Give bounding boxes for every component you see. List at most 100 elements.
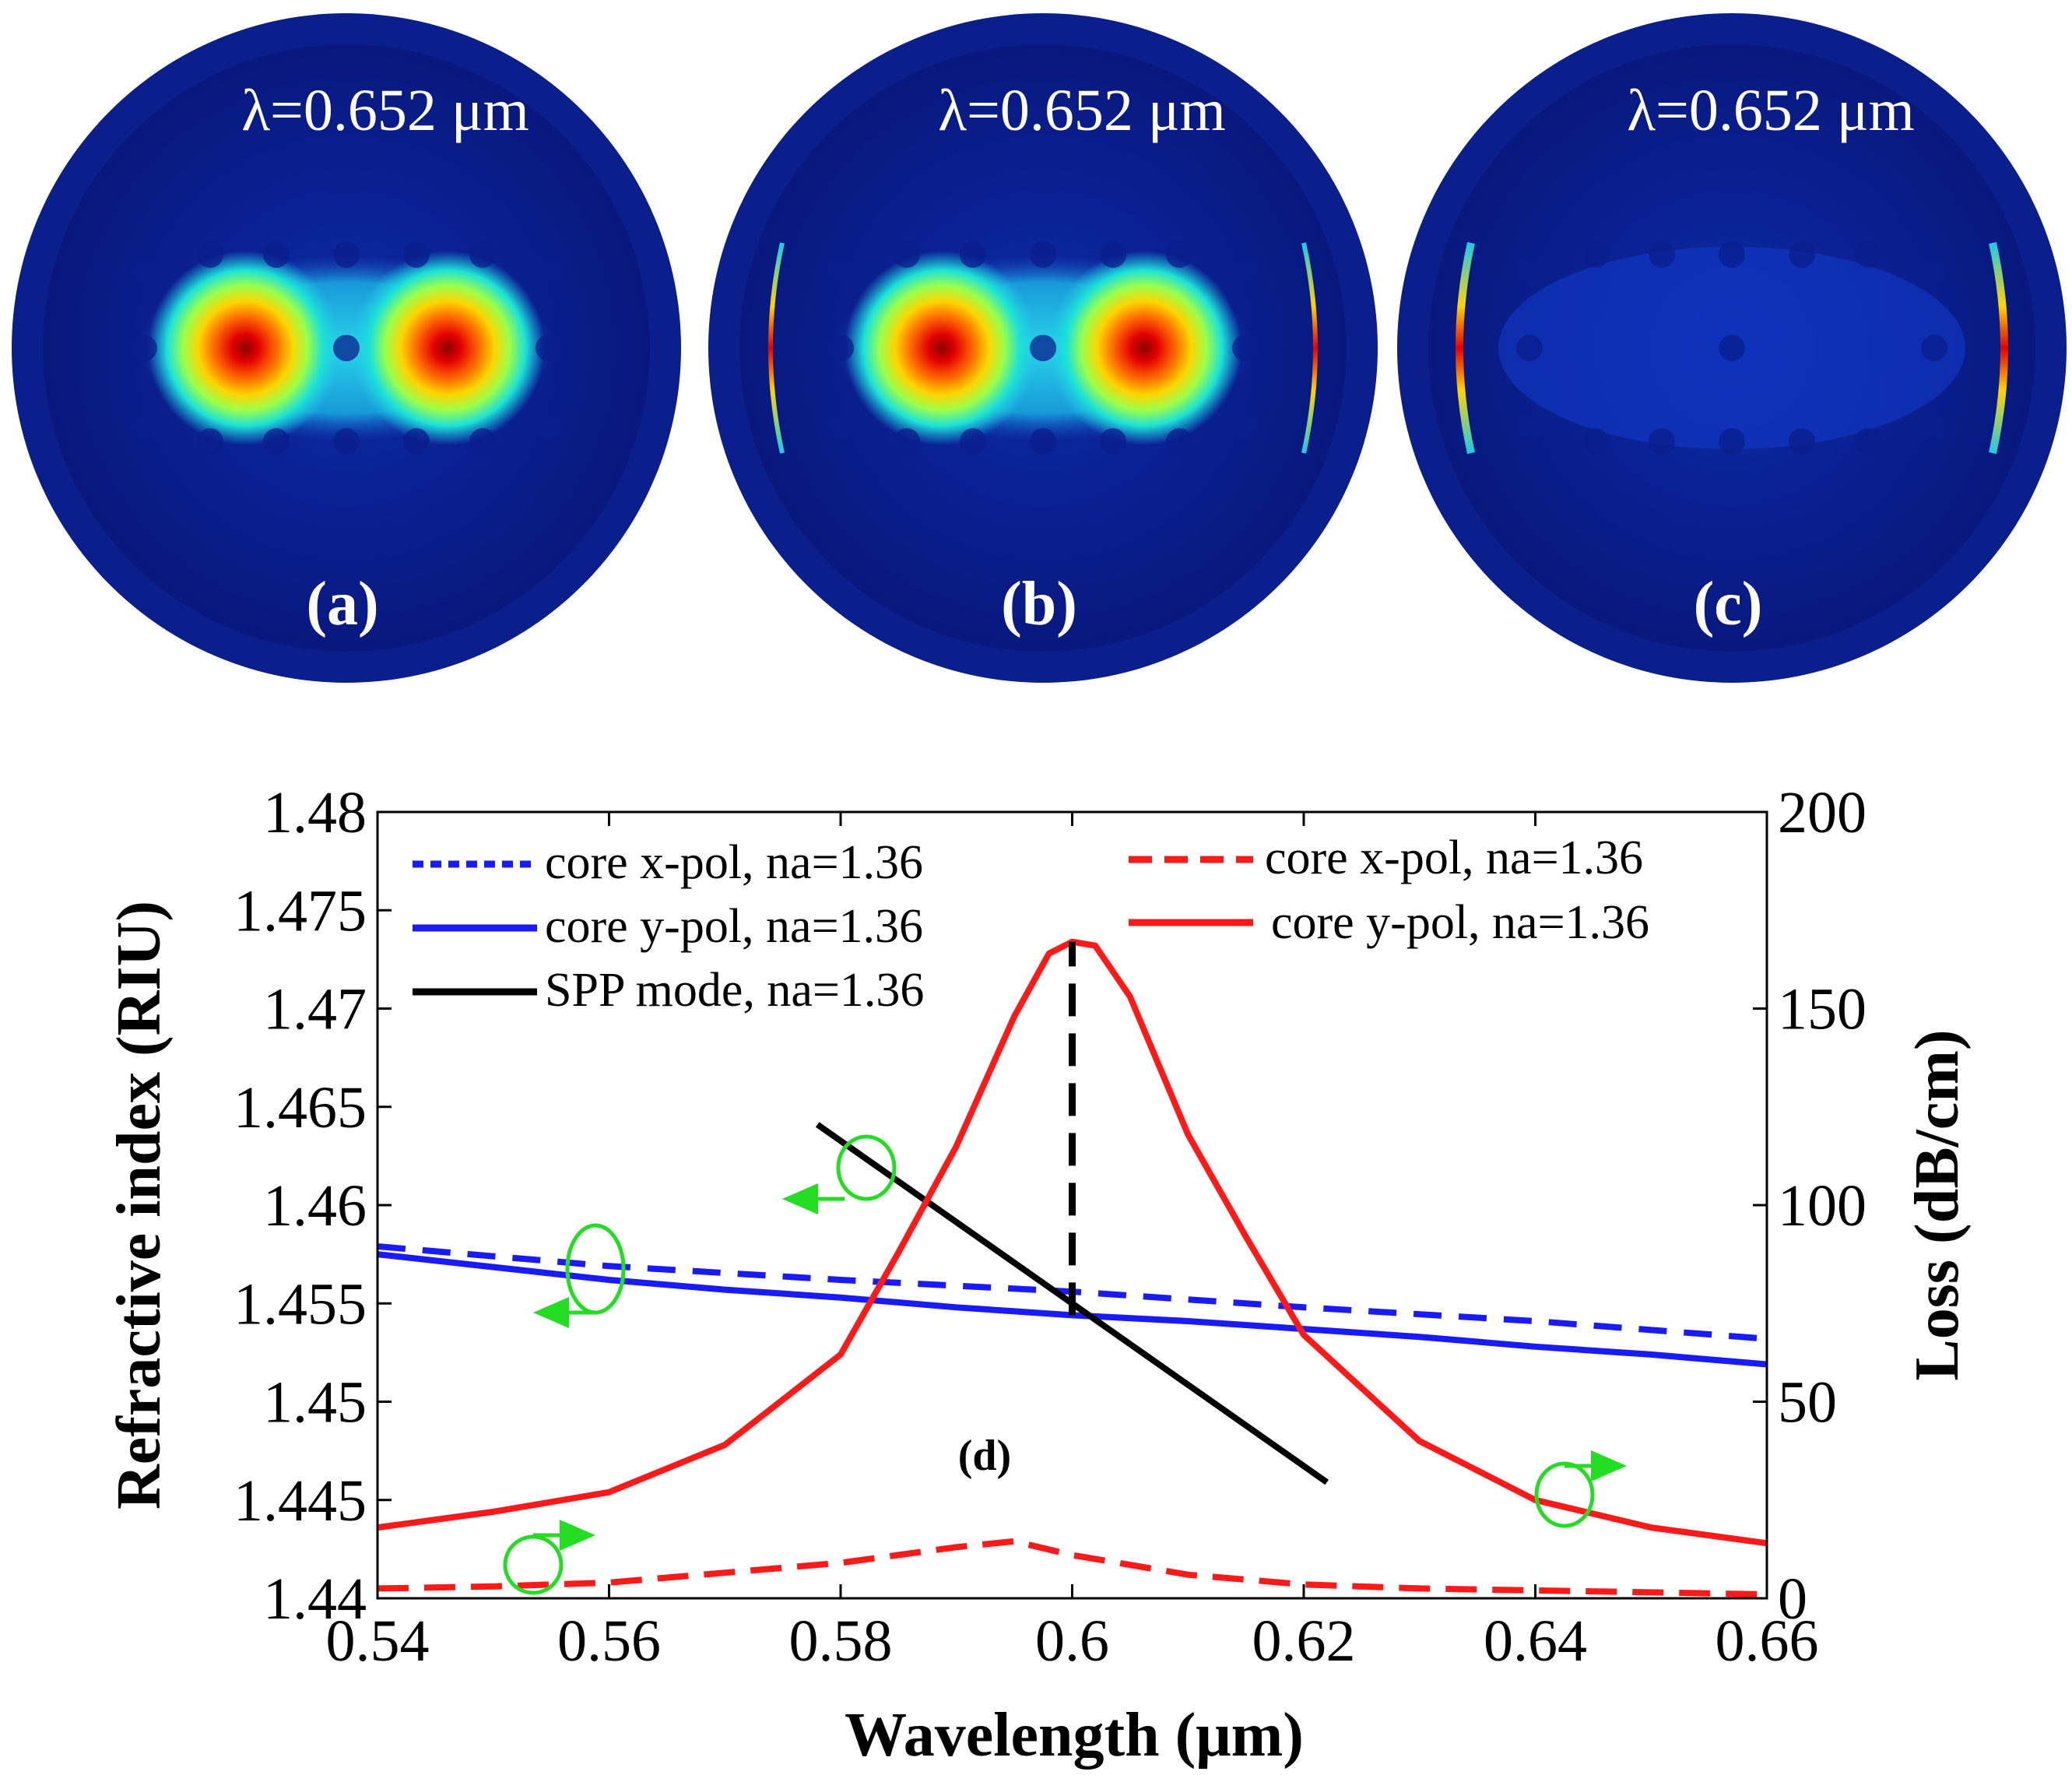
legend-label-core-x-pol-loss: core x-pol, na=1.36 — [1265, 831, 1643, 884]
air-hole — [1232, 413, 1259, 439]
indicator-ellipse — [836, 1134, 897, 1201]
left-y-tick-label: 1.44 — [263, 1566, 367, 1632]
air-hole — [469, 428, 496, 455]
air-hole — [1719, 241, 1745, 268]
axis-indicator — [533, 1223, 626, 1328]
air-hole — [1789, 428, 1815, 455]
air-hole — [1232, 257, 1259, 283]
air-hole — [960, 241, 986, 268]
panel-label-d: (d) — [958, 1432, 1011, 1480]
core-field-hotspot — [148, 251, 342, 445]
x-tick-label: 0.58 — [789, 1608, 893, 1674]
air-hole — [1789, 241, 1815, 268]
panel-b: λ=0.652 μm (b) — [708, 13, 1378, 683]
air-hole — [1719, 335, 1745, 361]
right-y-tick-label: 100 — [1778, 1173, 1867, 1239]
air-hole — [333, 241, 360, 268]
left-y-tick-label: 1.465 — [234, 1075, 367, 1141]
spp-arc — [1456, 241, 1475, 455]
air-hole — [131, 257, 157, 283]
indicator-arrowhead — [560, 1520, 595, 1551]
air-hole — [1855, 428, 1881, 455]
spp-arc — [768, 242, 785, 454]
left-y-tick-label: 1.47 — [263, 977, 367, 1042]
air-hole — [1232, 335, 1259, 361]
air-hole — [1649, 241, 1675, 268]
series-1-line — [377, 1251, 1768, 1368]
x-tick-label: 0.56 — [557, 1608, 661, 1674]
air-hole — [894, 241, 920, 268]
axis-indicator — [782, 1134, 897, 1214]
air-hole — [536, 335, 562, 361]
air-hole — [1030, 428, 1056, 455]
left-y-tick-label: 1.45 — [263, 1370, 367, 1436]
air-hole — [263, 241, 290, 268]
air-hole — [403, 428, 430, 455]
indicator-ellipse — [1534, 1461, 1595, 1528]
right-y-axis: 0 50 100 150 200 — [1753, 780, 1867, 1632]
x-axis-label: Wavelength (μm) — [845, 1701, 1304, 1770]
left-y-axis: 1.44 1.445 1.45 1.455 1.46 1.465 1.47 1.475 1.48 — [234, 780, 392, 1632]
left-y-axis-label: Refractive index (RIU) — [105, 901, 174, 1510]
x-tick-label: 0.54 — [326, 1608, 430, 1674]
mode-field-panels: λ=0.652 μm (a) λ=0.652 μm (b) λ=0.652 μm (c) — [12, 13, 2067, 683]
air-hole — [333, 335, 360, 361]
wavelength-label: λ=0.652 μm — [938, 78, 1226, 143]
legend-label-core-y-pol-loss: core y-pol, na=1.36 — [1271, 896, 1649, 949]
air-hole — [197, 428, 223, 455]
air-hole — [131, 335, 157, 361]
x-tick-label: 0.66 — [1716, 1608, 1819, 1674]
left-y-tick-label: 1.48 — [263, 780, 367, 845]
air-hole — [1855, 241, 1881, 268]
series-layer — [377, 938, 1768, 1598]
air-hole — [1100, 241, 1126, 268]
wavelength-label: λ=0.652 μm — [1627, 78, 1915, 143]
core-field-hotspot — [350, 251, 545, 445]
air-hole — [1582, 241, 1609, 268]
air-hole — [536, 413, 562, 439]
panel-label: (c) — [1694, 570, 1763, 638]
wavelength-label: λ=0.652 μm — [241, 78, 529, 143]
axis-indicator — [1534, 1450, 1627, 1528]
air-hole — [403, 241, 430, 268]
annotation-layer — [503, 1134, 1627, 1595]
air-hole — [333, 428, 360, 455]
spp-arc — [1989, 241, 2008, 455]
core-field-hotspot — [845, 251, 1039, 445]
indicator-arrowhead — [533, 1297, 569, 1328]
right-y-tick-label: 150 — [1778, 977, 1867, 1042]
left-y-tick-label: 1.455 — [234, 1271, 367, 1337]
air-hole — [131, 413, 157, 439]
right-y-tick-label: 200 — [1778, 780, 1867, 845]
air-hole — [263, 428, 290, 455]
legend-label-spp-mode: SPP mode, na=1.36 — [545, 964, 924, 1017]
x-tick-label: 0.6 — [1035, 1608, 1109, 1674]
panel-a: λ=0.652 μm (a) — [12, 13, 681, 683]
right-y-tick-label: 50 — [1778, 1370, 1837, 1436]
panel-c: λ=0.652 μm (c) — [1397, 13, 2067, 683]
indicator-arrowhead — [1591, 1450, 1627, 1482]
panel-label: (a) — [306, 570, 378, 638]
air-hole — [827, 335, 854, 361]
air-hole — [894, 428, 920, 455]
air-hole — [827, 413, 854, 439]
air-hole — [827, 257, 854, 283]
air-hole — [1921, 257, 1947, 283]
series-3-line — [377, 1538, 1768, 1598]
air-hole — [1516, 335, 1543, 361]
left-y-tick-label: 1.46 — [263, 1173, 367, 1239]
air-hole — [1649, 428, 1675, 455]
air-hole — [1921, 335, 1947, 361]
air-hole — [197, 241, 223, 268]
chart-d: 0.54 0.56 0.58 0.6 0.62 0.64 0.66 1.441.4451.4… — [105, 780, 1972, 1770]
air-hole — [1516, 257, 1543, 283]
air-hole — [1166, 241, 1192, 268]
spp-arc — [1301, 242, 1318, 454]
air-hole — [1582, 428, 1609, 455]
left-y-tick-label: 1.445 — [234, 1468, 367, 1534]
air-hole — [1030, 241, 1056, 268]
air-hole — [1516, 413, 1543, 439]
x-axis: 0.54 0.56 0.58 0.6 0.62 0.64 0.66 — [326, 812, 1819, 1674]
air-hole — [1166, 428, 1192, 455]
